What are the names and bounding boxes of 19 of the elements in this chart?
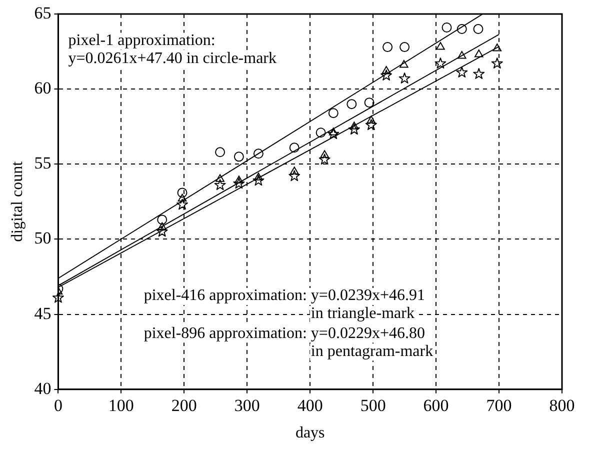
x-tick-label: 0 (54, 396, 62, 416)
x-tick-label: 700 (486, 396, 512, 416)
y-tick-label: 60 (34, 78, 52, 98)
x-tick-label: 300 (234, 396, 260, 416)
y-tick-label: 40 (34, 378, 52, 398)
annotation: pixel-1 approximation: y=0.0261x+47.40 in circle-mark (68, 32, 276, 67)
x-tick-label: 400 (297, 396, 323, 416)
x-tick-label: 100 (108, 396, 134, 416)
x-axis-title: days (295, 424, 325, 442)
x-tick-label: 800 (549, 396, 575, 416)
x-tick-label: 600 (423, 396, 449, 416)
x-tick-label: 500 (360, 396, 386, 416)
y-axis-title: digital count (8, 160, 26, 242)
y-tick-label: 50 (34, 228, 52, 248)
annotation: pixel-896 approximation: y=0.0229x+46.80 in pentagram-mark (144, 324, 434, 360)
y-tick-label: 45 (34, 304, 52, 323)
y-tick-label: 65 (34, 3, 52, 22)
x-tick-label: 200 (171, 396, 197, 416)
y-tick-label: 55 (34, 154, 52, 173)
